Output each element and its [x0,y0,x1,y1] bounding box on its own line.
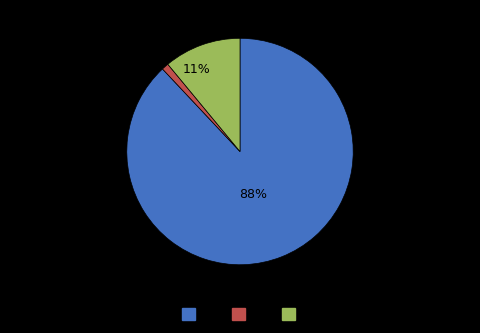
Text: 88%: 88% [240,188,267,201]
Wedge shape [168,38,240,152]
Text: 11%: 11% [183,64,211,77]
Wedge shape [127,38,353,265]
Legend: , , : , , [177,304,303,324]
Wedge shape [163,64,240,152]
